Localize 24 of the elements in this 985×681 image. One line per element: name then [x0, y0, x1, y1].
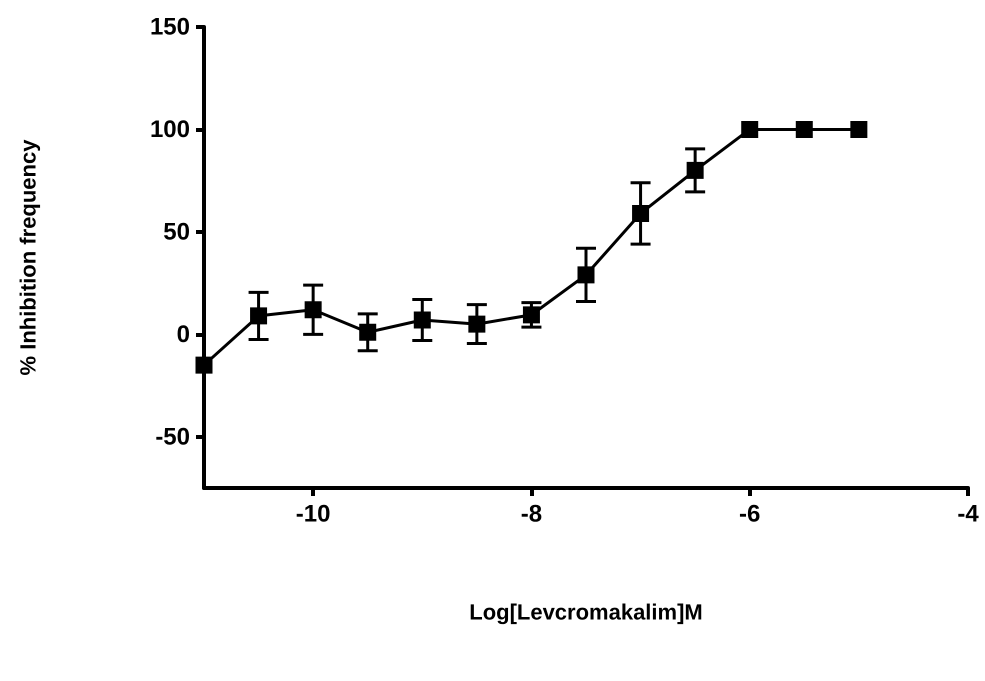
y-axis-title: % Inhibition frequency	[16, 138, 40, 376]
point	[632, 204, 650, 222]
point	[686, 162, 704, 179]
point	[250, 307, 268, 324]
x-tick-label: -6	[739, 500, 760, 528]
point	[741, 120, 758, 138]
point	[578, 266, 594, 284]
y-tick-label: 50	[163, 218, 190, 246]
point	[468, 316, 486, 333]
x-tick-label: -8	[520, 500, 542, 528]
y-tick-label: 0	[176, 320, 190, 348]
y-tick-label: -50	[155, 423, 190, 450]
x-axis-title: Log[Levcromakalim]M	[469, 600, 703, 624]
point	[304, 301, 322, 318]
point	[414, 311, 431, 328]
point	[522, 306, 540, 324]
y-tick-label: 100	[150, 116, 190, 143]
point	[196, 356, 212, 374]
point	[796, 120, 813, 138]
point	[359, 324, 376, 341]
x-tick-label: -4	[957, 500, 980, 528]
y-tick-label: 150	[150, 14, 190, 40]
point	[850, 120, 868, 138]
x-tick-label: -10	[296, 500, 330, 528]
